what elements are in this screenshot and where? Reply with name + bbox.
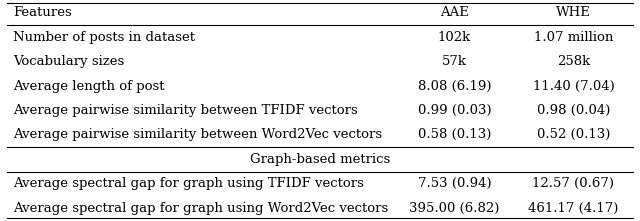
Text: 258k: 258k <box>557 55 590 68</box>
Text: 1.07 million: 1.07 million <box>534 31 613 44</box>
Text: Features: Features <box>13 6 72 19</box>
Text: 0.98 (0.04): 0.98 (0.04) <box>537 104 610 117</box>
Text: 7.53 (0.94): 7.53 (0.94) <box>418 177 492 190</box>
Text: 11.40 (7.04): 11.40 (7.04) <box>532 80 614 93</box>
Text: 0.58 (0.13): 0.58 (0.13) <box>418 128 492 141</box>
Text: 461.17 (4.17): 461.17 (4.17) <box>528 202 619 215</box>
Text: Average length of post: Average length of post <box>13 80 165 93</box>
Text: 12.57 (0.67): 12.57 (0.67) <box>532 177 614 190</box>
Text: Average pairwise similarity between TFIDF vectors: Average pairwise similarity between TFID… <box>13 104 358 117</box>
Text: 57k: 57k <box>442 55 467 68</box>
Text: 8.08 (6.19): 8.08 (6.19) <box>418 80 492 93</box>
Text: WHE: WHE <box>556 6 591 19</box>
Text: Graph-based metrics: Graph-based metrics <box>250 153 390 166</box>
Text: Average spectral gap for graph using TFIDF vectors: Average spectral gap for graph using TFI… <box>13 177 364 190</box>
Text: Average pairwise similarity between Word2Vec vectors: Average pairwise similarity between Word… <box>13 128 383 141</box>
Text: Number of posts in dataset: Number of posts in dataset <box>13 31 195 44</box>
Text: Vocabulary sizes: Vocabulary sizes <box>13 55 125 68</box>
Text: 102k: 102k <box>438 31 471 44</box>
Text: 0.99 (0.03): 0.99 (0.03) <box>418 104 492 117</box>
Text: AAE: AAE <box>440 6 469 19</box>
Text: 395.00 (6.82): 395.00 (6.82) <box>410 202 500 215</box>
Text: 0.52 (0.13): 0.52 (0.13) <box>537 128 610 141</box>
Text: Average spectral gap for graph using Word2Vec vectors: Average spectral gap for graph using Wor… <box>13 202 388 215</box>
